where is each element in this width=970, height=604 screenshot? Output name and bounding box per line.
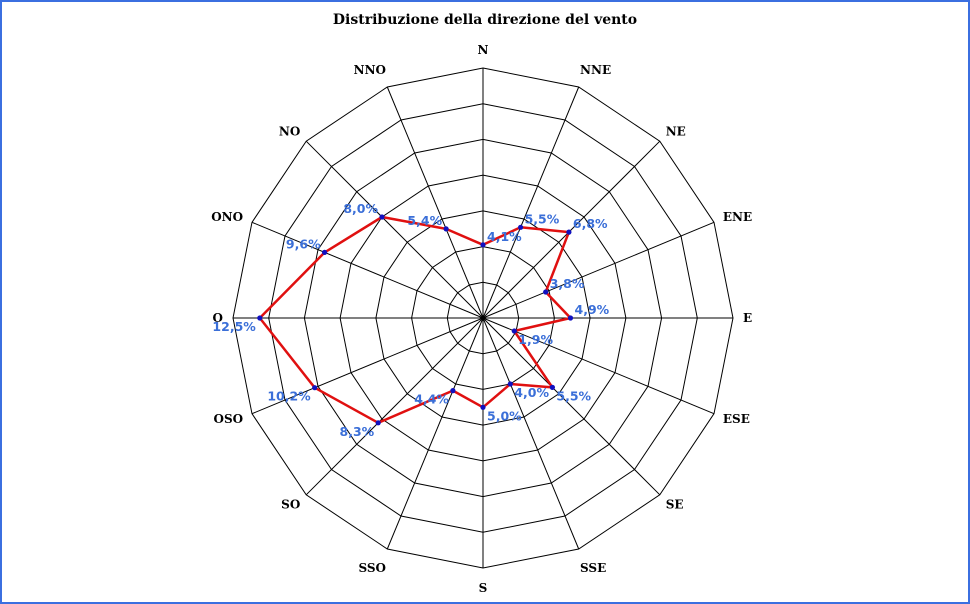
grid-spoke — [251, 221, 484, 319]
value-label: 5,5% — [525, 211, 560, 226]
direction-label: ESE — [723, 412, 750, 426]
data-point — [257, 315, 263, 321]
direction-label: NNE — [580, 63, 611, 77]
value-label: 4,1% — [487, 229, 522, 244]
value-label: 8,0% — [343, 201, 378, 216]
chart-title: Distribuzione della direzione del vento — [332, 12, 638, 28]
value-label: 8,3% — [340, 424, 375, 439]
direction-label: SE — [666, 498, 684, 512]
value-label: 5,5% — [556, 388, 591, 403]
direction-label: NE — [666, 124, 686, 138]
data-point — [443, 226, 449, 232]
data-point — [518, 224, 524, 230]
direction-label: SSE — [580, 561, 606, 575]
value-label: 1,9% — [518, 332, 553, 347]
value-label: 12,5% — [212, 319, 256, 334]
data-point — [375, 420, 381, 426]
data-point — [511, 328, 517, 334]
grid-spoke — [482, 317, 661, 496]
direction-label: E — [743, 311, 752, 325]
value-label: 4,4% — [414, 392, 449, 407]
data-point — [543, 289, 549, 295]
value-label: 5,4% — [407, 213, 442, 228]
value-label: 4,0% — [514, 385, 549, 400]
direction-label: NNO — [354, 63, 386, 77]
grid-spoke — [386, 317, 484, 550]
direction-label: SO — [281, 498, 300, 512]
data-point — [480, 242, 486, 248]
radar-series — [257, 214, 574, 426]
grid-spoke — [482, 317, 580, 550]
direction-label: ENE — [723, 210, 752, 224]
data-point — [566, 229, 572, 235]
data-point — [480, 404, 486, 410]
direction-label: N — [478, 43, 489, 57]
data-point — [379, 214, 385, 220]
direction-label: O — [213, 311, 223, 325]
radar-grid — [232, 67, 734, 569]
grid-spoke — [305, 317, 484, 496]
radar-labels: N NNE NE ENE E ESE SE SSE S SSO SO OSO O ONO NO NNO 4,1%… — [211, 43, 752, 595]
grid-spoke — [482, 140, 661, 319]
grid-spoke — [482, 86, 580, 319]
value-label: 5,0% — [487, 408, 522, 423]
direction-label: ONO — [211, 210, 243, 224]
direction-label: NO — [279, 124, 300, 138]
value-label: 9,6% — [286, 236, 321, 251]
data-point — [450, 388, 456, 394]
grid-spoke — [386, 86, 484, 319]
value-label: 4,9% — [575, 302, 610, 317]
direction-label: SSO — [358, 561, 386, 575]
data-point — [322, 249, 328, 255]
value-label: 10,2% — [267, 389, 311, 404]
grid-spoke — [482, 317, 715, 415]
grid-spoke — [251, 317, 484, 415]
grid-spoke — [482, 221, 715, 319]
direction-label: S — [479, 581, 488, 595]
value-label: 3,8% — [550, 276, 585, 291]
data-point — [312, 385, 318, 391]
direction-label: OSO — [214, 412, 244, 426]
value-label: 6,8% — [573, 216, 608, 231]
data-point — [567, 315, 574, 321]
data-point — [507, 381, 513, 387]
data-point — [549, 384, 556, 390]
grid-spoke — [305, 140, 484, 319]
